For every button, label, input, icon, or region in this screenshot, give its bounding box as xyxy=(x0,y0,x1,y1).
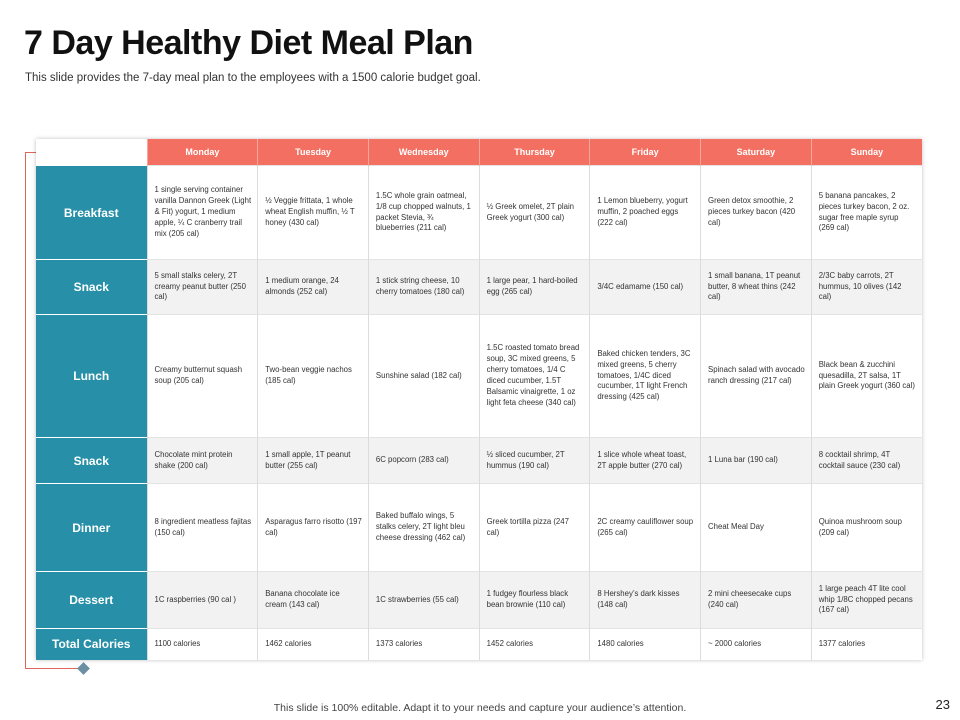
diamond-marker-bottom xyxy=(77,662,90,675)
day-header: Tuesday xyxy=(257,139,369,166)
meal-cell: 3/4C edamame (150 cal) xyxy=(589,259,701,315)
total-cell: 1377 calories xyxy=(810,628,922,660)
slide-subtitle: This slide provides the 7-day meal plan … xyxy=(25,72,481,84)
page-number: 23 xyxy=(935,697,950,712)
meal-cell: 1 medium orange, 24 almonds (252 cal) xyxy=(257,259,369,315)
meal-cell: 1 large peach 4T lite cool whip 1/8C cho… xyxy=(810,571,922,629)
meal-cell: Two-bean veggie nachos (185 cal) xyxy=(257,314,369,438)
meal-cell: Sunshine salad (182 cal) xyxy=(367,314,480,438)
meal-row-dinner: Dinner 8 ingredient meatless fajitas (15… xyxy=(36,483,922,572)
meal-label: Snack xyxy=(36,259,147,315)
meal-cell: 1 small apple, 1T peanut butter (255 cal… xyxy=(257,437,369,484)
meal-cell: Baked buffalo wings, 5 stalks celery, 2T… xyxy=(367,483,480,572)
meal-label: Dinner xyxy=(36,483,147,572)
meal-plan-table: Monday Tuesday Wednesday Thursday Friday… xyxy=(36,139,922,660)
meal-cell: 2C creamy cauliflower soup (265 cal) xyxy=(589,483,701,572)
meal-cell: 8 ingredient meatless fajitas (150 cal) xyxy=(146,483,258,572)
meal-row-total-calories: Total Calories 1100 calories 1462 calori… xyxy=(36,628,922,660)
corner-cell xyxy=(36,139,147,166)
meal-cell: Spinach salad with avocado ranch dressin… xyxy=(700,314,812,438)
total-cell: 1452 calories xyxy=(478,628,590,660)
meal-label: Total Calories xyxy=(36,628,147,660)
meal-cell: 1C raspberries (90 cal ) xyxy=(146,571,258,629)
meal-label: Lunch xyxy=(36,314,147,438)
frame-line-left xyxy=(25,152,26,669)
day-header: Friday xyxy=(589,139,701,166)
meal-row-snack: Snack 5 small stalks celery, 2T creamy p… xyxy=(36,259,922,315)
meal-cell: 6C popcorn (283 cal) xyxy=(367,437,480,484)
meal-row-lunch: Lunch Creamy butternut squash soup (205 … xyxy=(36,314,922,438)
meal-cell: 1 stick string cheese, 10 cherry tomatoe… xyxy=(367,259,480,315)
total-cell: ~ 2000 calories xyxy=(700,628,812,660)
meal-cell: Creamy butternut squash soup (205 cal) xyxy=(146,314,258,438)
slide-footer: This slide is 100% editable. Adapt it to… xyxy=(273,702,687,714)
total-cell: 1373 calories xyxy=(367,628,480,660)
meal-cell: 1 Lemon blueberry, yogurt muffin, 2 poac… xyxy=(589,165,701,260)
meal-cell: 2/3C baby carrots, 2T hummus, 10 olives … xyxy=(810,259,922,315)
total-cell: 1480 calories xyxy=(589,628,701,660)
meal-cell: Green detox smoothie, 2 pieces turkey ba… xyxy=(700,165,812,260)
meal-cell: 1 large pear, 1 hard-boiled egg (265 cal… xyxy=(478,259,590,315)
meal-cell: 5 small stalks celery, 2T creamy peanut … xyxy=(146,259,258,315)
meal-cell: 1.5C whole grain oatmeal, 1/8 cup choppe… xyxy=(367,165,480,260)
meal-label: Dessert xyxy=(36,571,147,629)
day-header: Sunday xyxy=(810,139,922,166)
meal-cell: Black bean & zucchini quesadilla, 2T sal… xyxy=(810,314,922,438)
meal-cell: ½ Veggie frittata, 1 whole wheat English… xyxy=(257,165,369,260)
day-header: Wednesday xyxy=(367,139,480,166)
meal-cell: 8 cocktail shrimp, 4T cocktail sauce (23… xyxy=(810,437,922,484)
meal-cell: Cheat Meal Day xyxy=(700,483,812,572)
meal-row-snack: Snack Chocolate mint protein shake (200 … xyxy=(36,437,922,484)
meal-cell: Banana chocolate ice cream (143 cal) xyxy=(257,571,369,629)
meal-cell: 1 fudgey flourless black bean brownie (1… xyxy=(478,571,590,629)
meal-label: Snack xyxy=(36,437,147,484)
meal-cell: 1 Luna bar (190 cal) xyxy=(700,437,812,484)
day-header: Saturday xyxy=(700,139,812,166)
meal-cell: Chocolate mint protein shake (200 cal) xyxy=(146,437,258,484)
meal-cell: 1C strawberries (55 cal) xyxy=(367,571,480,629)
meal-label: Breakfast xyxy=(36,165,147,260)
day-header: Monday xyxy=(146,139,258,166)
slide-title: 7 Day Healthy Diet Meal Plan xyxy=(24,24,473,62)
meal-cell: Baked chicken tenders, 3C mixed greens, … xyxy=(589,314,701,438)
meal-cell: 2 mini cheesecake cups (240 cal) xyxy=(700,571,812,629)
day-header-row: Monday Tuesday Wednesday Thursday Friday… xyxy=(36,139,922,166)
total-cell: 1100 calories xyxy=(146,628,258,660)
meal-cell: 1 slice whole wheat toast, 2T apple butt… xyxy=(589,437,701,484)
meal-cell: 1 single serving container vanilla Danno… xyxy=(146,165,258,260)
frame-line-bottom xyxy=(25,668,83,669)
meal-cell: ½ Greek omelet, 2T plain Greek yogurt (3… xyxy=(478,165,590,260)
meal-cell: 1.5C roasted tomato bread soup, 3C mixed… xyxy=(478,314,590,438)
meal-cell: Greek tortilla pizza (247 cal) xyxy=(478,483,590,572)
meal-cell: 8 Hershey’s dark kisses (148 cal) xyxy=(589,571,701,629)
meal-cell: 5 banana pancakes, 2 pieces turkey bacon… xyxy=(810,165,922,260)
meal-cell: Quinoa mushroom soup (209 cal) xyxy=(810,483,922,572)
meal-row-dessert: Dessert 1C raspberries (90 cal ) Banana … xyxy=(36,571,922,629)
meal-cell: 1 small banana, 1T peanut butter, 8 whea… xyxy=(700,259,812,315)
meal-cell: ½ sliced cucumber, 2T hummus (190 cal) xyxy=(478,437,590,484)
total-cell: 1462 calories xyxy=(257,628,369,660)
meal-cell: Asparagus farro risotto (197 cal) xyxy=(257,483,369,572)
meal-row-breakfast: Breakfast 1 single serving container van… xyxy=(36,165,922,260)
day-header: Thursday xyxy=(478,139,590,166)
